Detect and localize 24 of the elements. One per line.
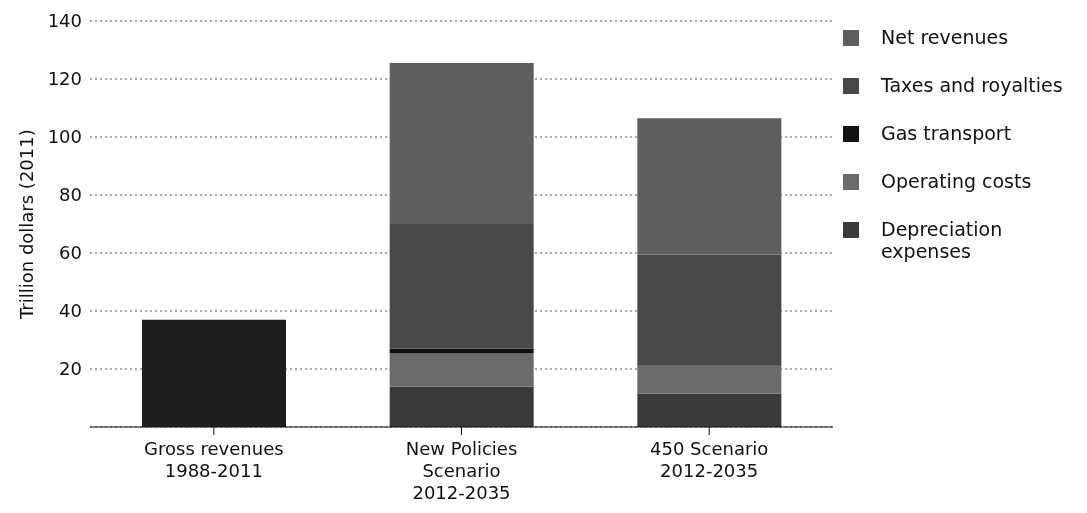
y-tick-label: 120	[47, 68, 82, 90]
bar	[637, 254, 782, 364]
legend-label: Gas transport	[881, 122, 1013, 144]
bar	[389, 224, 534, 349]
legend-label: Depreciation expenses	[881, 218, 1004, 262]
y-tick-label: 60	[59, 242, 82, 264]
x-tick-label: 450 Scenario 2012-2035	[650, 438, 769, 481]
legend-label: Net revenues	[881, 26, 1010, 48]
y-tick-label: 80	[59, 184, 82, 206]
bar	[389, 348, 534, 354]
legend-label: Operating costs	[881, 170, 1033, 192]
y-tick-label: 100	[47, 126, 82, 148]
y-tick-label: 20	[59, 358, 82, 380]
bar	[389, 386, 534, 427]
y-tick-label: 40	[59, 300, 82, 322]
x-tick-label: Gross revenues 1988-2011	[144, 438, 284, 481]
bar	[637, 364, 782, 394]
legend-label: Taxes and royalties	[881, 74, 1064, 96]
x-tick-label: New Policies Scenario 2012-2035	[405, 438, 518, 503]
y-tick-label: 140	[47, 10, 82, 32]
y-axis-title: Trillion dollars (2011)	[16, 129, 38, 320]
bar	[389, 353, 534, 387]
bar	[142, 319, 287, 427]
bar	[637, 393, 782, 427]
